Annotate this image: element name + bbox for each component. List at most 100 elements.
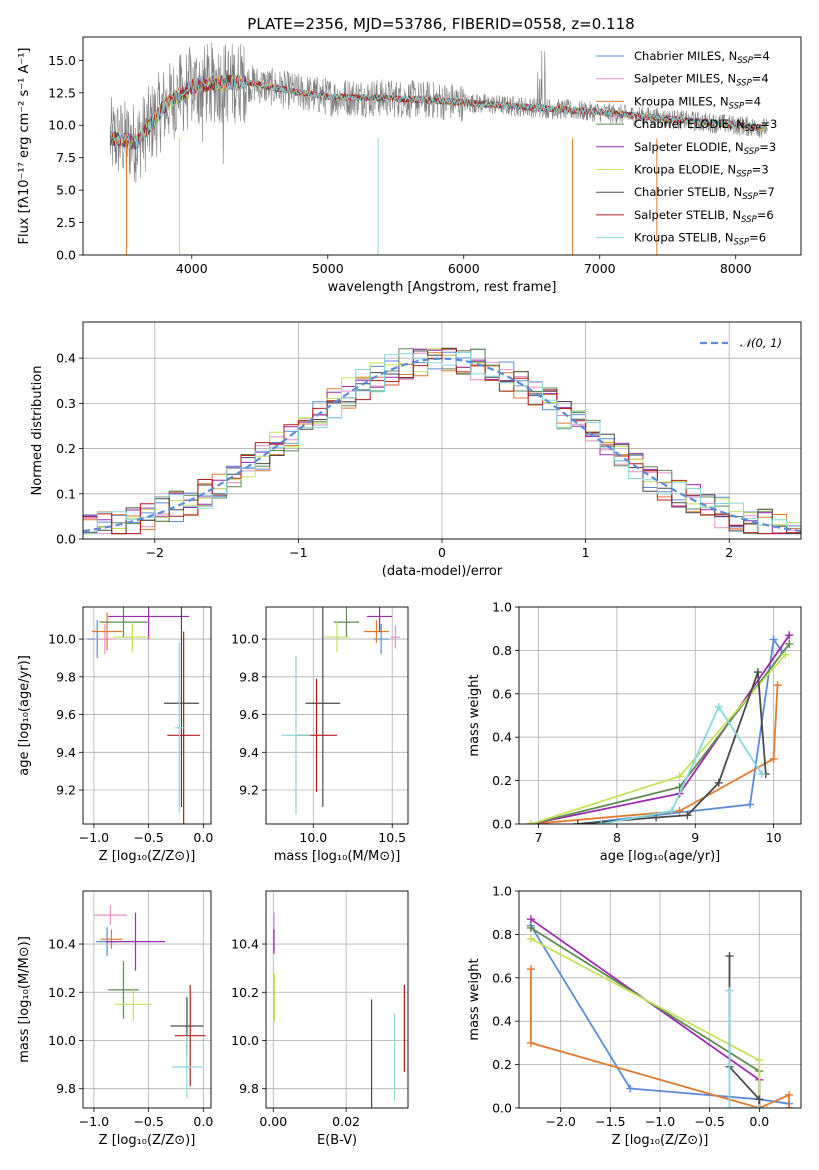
y-tick-label: 9.8 [56, 1081, 76, 1096]
y-axis-label: mass weight [467, 958, 482, 1040]
y-tick-label: 0.0 [492, 817, 512, 832]
y-tick-label: 9.6 [56, 707, 76, 722]
x-tick-label: −2 [146, 545, 164, 560]
legend-label: Kroupa ELODIE, NSSP=3 [634, 163, 769, 180]
y-tick-label: 0.3 [56, 396, 76, 411]
weight-marker [725, 1104, 734, 1108]
data-point-kroupa_elodie [324, 622, 350, 653]
y-tick-label: 0.2 [492, 773, 512, 788]
y-tick-label: 10.0 [48, 632, 76, 647]
age_vs_Z-panel: −1.0 −0.5 0.0 9.2 9.4 9.6 9.8 10.0 Z [log₁₀(Z/Z⊙… [17, 606, 213, 864]
weight-line-chabrier_stelib [728, 956, 761, 1108]
age_vs_mass-panel: 10.0 10.5 9.2 9.4 9.6 9.8 10.0 mass [log₁₀(M/M⊙… [231, 606, 409, 864]
normal-curve [83, 357, 801, 533]
x-axis-label: Z [log₁₀(Z/Z⊙)] [99, 849, 196, 864]
data-point-kroupa_stelib [174, 642, 184, 813]
x-tick-label: 4000 [176, 261, 208, 276]
histogram-salpeter_stelib [83, 348, 801, 535]
weight-marker [757, 770, 766, 779]
weight-marker [526, 1038, 535, 1047]
weight-marker [755, 1056, 764, 1065]
y-tick-label: 10.4 [231, 937, 259, 952]
x-tick-label: 0.02 [332, 1114, 360, 1129]
legend-label: Chabrier ELODIE, NSSP=3 [634, 117, 777, 134]
data-point-chabrier_elodie [333, 607, 360, 638]
y-tick-label: 0.0 [56, 248, 76, 263]
weight-marker [526, 915, 535, 924]
y-tick-label: 0.2 [56, 441, 76, 456]
data-point-kroupa_miles [363, 620, 390, 643]
weight-marker [573, 820, 582, 824]
y-tick-label: 10.0 [48, 1033, 76, 1048]
x-tick-label: −2.0 [546, 1114, 576, 1129]
y-tick-label: 0.0 [492, 1101, 512, 1116]
histogram-kroupa_stelib [83, 352, 801, 535]
data-point-salpeter_stelib [174, 985, 206, 1087]
weight-line-chabrier_stelib [577, 671, 767, 824]
age_vs_mass-plot-area [281, 607, 401, 815]
mass_vs_ebv-plot-area [273, 912, 405, 1108]
y-axis-label: Flux [fλ10⁻¹⁷ erg cm⁻² s⁻¹ A⁻¹] [17, 48, 32, 245]
axes-frame [82, 321, 802, 540]
x-tick-label: 0.00 [259, 1114, 287, 1129]
model-spectrum-kroupa_elodie [109, 74, 768, 148]
legend-label: 𝒩(0, 1) [740, 336, 782, 350]
x-tick-label: −0.5 [694, 1114, 724, 1129]
weight-line-salpeter_elodie [530, 918, 761, 1108]
data-point-salpeter_elodie [366, 607, 393, 632]
axes-frame [265, 606, 409, 825]
x-tick-label: 10.5 [378, 830, 406, 845]
weight-marker [626, 1084, 635, 1093]
data-point-kroupa_elodie [113, 622, 151, 653]
weight_vs_age-panel: 7 8 9 10 0.0 0.2 0.4 0.6 0.8 1.0 age [log₁₀(age/yr… [467, 600, 802, 864]
y-tick-label: 0.8 [492, 927, 512, 942]
y-tick-label: 10.0 [48, 118, 76, 133]
data-point-chabrier_stelib [163, 607, 199, 808]
weight-marker [785, 1104, 794, 1108]
legend-label: Chabrier MILES, NSSP=4 [634, 49, 770, 66]
y-tick-label: 0.6 [492, 970, 512, 985]
axes-frame [82, 890, 212, 1109]
x-tick-label: 0 [438, 545, 446, 560]
y-axis-label: mass weight [467, 674, 482, 756]
axes-frame [265, 890, 409, 1109]
residuals-panel: −2 −1 0 1 2 0.0 0.1 0.2 0.3 0.4 (data-model)/error… [30, 321, 802, 579]
y-axis-label: Normed distribution [30, 366, 45, 496]
y-tick-label: 7.5 [56, 150, 76, 165]
weight-marker [667, 806, 676, 815]
weight-marker [675, 806, 684, 815]
x-tick-label: 1 [582, 545, 590, 560]
x-tick-label: 9 [691, 830, 699, 845]
x-tick-label: 8 [613, 830, 621, 845]
data-point-salpeter_stelib [167, 631, 201, 824]
weight-marker [526, 934, 535, 943]
y-tick-label: 10.4 [48, 937, 76, 952]
y-tick-label: 1.0 [492, 600, 512, 615]
data-point-chabrier_elodie [108, 960, 139, 1019]
y-tick-label: 10.2 [48, 985, 76, 1000]
x-tick-label: 0.0 [193, 830, 213, 845]
axes-frame [518, 890, 802, 1109]
weight_vs_Z-panel: −2.0 −1.5 −1.0 −0.5 0.0 0.0 0.2 0.4 0.6 0.8 1.0 Z [… [467, 884, 802, 1148]
axes-frame [82, 36, 802, 256]
weight-marker [652, 813, 661, 822]
weight-line-kroupa_elodie [530, 937, 761, 1108]
legend-label: Salpeter MILES, NSSP=4 [634, 72, 769, 89]
weight-marker [526, 820, 535, 824]
y-tick-label: 2.5 [56, 215, 76, 230]
y-tick-label: 9.8 [56, 669, 76, 684]
weight-marker [781, 650, 790, 659]
age_vs_Z-plot-area [87, 607, 201, 824]
spectrum-plot-area [109, 42, 768, 255]
weight-marker [755, 1104, 764, 1108]
x-tick-label: −1.5 [595, 1114, 625, 1129]
weight-marker [714, 778, 723, 787]
model-spectrum-kroupa_stelib [109, 73, 768, 150]
y-tick-label: 0.4 [56, 351, 76, 366]
mass_vs_ebv-panel: 0.00 0.02 9.8 10.0 10.2 10.4 E(B-V) [231, 890, 409, 1148]
legend-label: Kroupa MILES, NSSP=4 [634, 94, 761, 111]
weight-marker [785, 631, 794, 640]
weight-line-kroupa_miles [530, 685, 779, 824]
data-point-salpeter_elodie [108, 607, 190, 640]
